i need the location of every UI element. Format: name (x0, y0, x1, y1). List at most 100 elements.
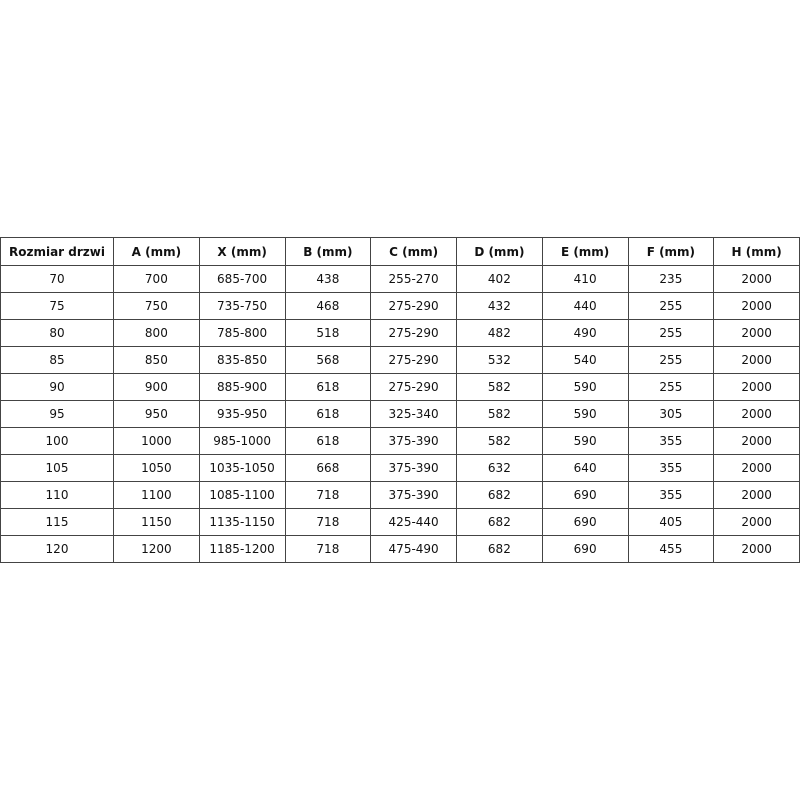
table-cell: 690 (541, 535, 629, 563)
table-cell: 690 (541, 481, 629, 509)
table-cell: 2000 (713, 265, 800, 293)
table-cell: 305 (627, 400, 715, 428)
table-cell: 80 (0, 319, 114, 347)
table-header-row: Rozmiar drzwi A (mm) X (mm) B (mm) C (mm) D (… (0, 237, 800, 266)
dimensions-table: Rozmiar drzwi A (mm) X (mm) B (mm) C (mm) D (… (0, 237, 800, 563)
table-cell: 800 (113, 319, 200, 347)
table-cell: 375-390 (370, 481, 457, 509)
table-cell: 682 (456, 508, 543, 536)
table-cell: 582 (456, 373, 543, 401)
table-cell: 1200 (113, 535, 200, 563)
table-cell: 432 (456, 292, 543, 320)
table-cell: 2000 (713, 481, 800, 509)
table-cell: 2000 (713, 400, 800, 428)
table-cell: 255-270 (370, 265, 457, 293)
table-cell: 120 (0, 535, 114, 563)
table-cell: 540 (541, 346, 629, 374)
table-cell: 835-850 (198, 346, 286, 374)
table-cell: 640 (541, 454, 629, 482)
table-cell: 255 (627, 319, 715, 347)
table-cell: 735-750 (198, 292, 286, 320)
table-cell: 590 (541, 373, 629, 401)
table-cell: 885-900 (198, 373, 286, 401)
table-cell: 402 (456, 265, 543, 293)
column-header: E (mm) (541, 237, 629, 266)
table-cell: 718 (284, 481, 372, 509)
table-cell: 275-290 (370, 346, 457, 374)
table-cell: 1050 (113, 454, 200, 482)
column-header: F (mm) (627, 237, 715, 266)
table-row: 110 1100 1085-1100 718 375-390 682 690 355 2000 (0, 481, 800, 509)
table-cell: 275-290 (370, 319, 457, 347)
table-cell: 438 (284, 265, 372, 293)
table-row: 95 950 935-950 618 325-340 582 590 305 2000 (0, 400, 800, 428)
table-cell: 985-1000 (198, 427, 286, 455)
table-cell: 690 (541, 508, 629, 536)
table-cell: 700 (113, 265, 200, 293)
table-cell: 2000 (713, 535, 800, 563)
table-cell: 685-700 (198, 265, 286, 293)
table-cell: 355 (627, 427, 715, 455)
table-cell: 85 (0, 346, 114, 374)
table-row: 80 800 785-800 518 275-290 482 490 255 2000 (0, 319, 800, 347)
column-header: A (mm) (113, 237, 200, 266)
table-cell: 935-950 (198, 400, 286, 428)
table-cell: 1150 (113, 508, 200, 536)
table-cell: 1135-1150 (198, 508, 286, 536)
table-cell: 75 (0, 292, 114, 320)
table-cell: 682 (456, 481, 543, 509)
table-cell: 100 (0, 427, 114, 455)
table-cell: 375-390 (370, 454, 457, 482)
table-cell: 590 (541, 427, 629, 455)
table-cell: 95 (0, 400, 114, 428)
table-cell: 785-800 (198, 319, 286, 347)
table-cell: 950 (113, 400, 200, 428)
table-cell: 718 (284, 508, 372, 536)
table-cell: 1085-1100 (198, 481, 286, 509)
table-cell: 2000 (713, 508, 800, 536)
table-cell: 275-290 (370, 292, 457, 320)
table-row: 100 1000 985-1000 618 375-390 582 590 355 2000 (0, 427, 800, 455)
table-cell: 1000 (113, 427, 200, 455)
table-cell: 668 (284, 454, 372, 482)
table-cell: 255 (627, 346, 715, 374)
column-header: B (mm) (284, 237, 372, 266)
table-cell: 2000 (713, 427, 800, 455)
table-cell: 275-290 (370, 373, 457, 401)
table-cell: 618 (284, 400, 372, 428)
table-cell: 582 (456, 400, 543, 428)
table-cell: 532 (456, 346, 543, 374)
table-cell: 2000 (713, 292, 800, 320)
table-cell: 618 (284, 373, 372, 401)
table-cell: 375-390 (370, 427, 457, 455)
table-cell: 425-440 (370, 508, 457, 536)
table-cell: 850 (113, 346, 200, 374)
table-cell: 900 (113, 373, 200, 401)
table-cell: 105 (0, 454, 114, 482)
column-header: D (mm) (456, 237, 543, 266)
column-header: X (mm) (198, 237, 286, 266)
table-cell: 355 (627, 481, 715, 509)
table-cell: 90 (0, 373, 114, 401)
table-cell: 618 (284, 427, 372, 455)
table-cell: 440 (541, 292, 629, 320)
table-cell: 410 (541, 265, 629, 293)
table-row: 120 1200 1185-1200 718 475-490 682 690 455 2000 (0, 535, 800, 563)
table-cell: 1185-1200 (198, 535, 286, 563)
table-cell: 255 (627, 373, 715, 401)
table-cell: 110 (0, 481, 114, 509)
table-cell: 590 (541, 400, 629, 428)
table-row: 90 900 885-900 618 275-290 582 590 255 2000 (0, 373, 800, 401)
table-cell: 1035-1050 (198, 454, 286, 482)
table-cell: 405 (627, 508, 715, 536)
table-cell: 750 (113, 292, 200, 320)
table-cell: 115 (0, 508, 114, 536)
table-cell: 70 (0, 265, 114, 293)
table-cell: 2000 (713, 454, 800, 482)
column-header: Rozmiar drzwi (0, 237, 114, 266)
table-cell: 235 (627, 265, 715, 293)
table-row: 75 750 735-750 468 275-290 432 440 255 2000 (0, 292, 800, 320)
table-cell: 568 (284, 346, 372, 374)
column-header: H (mm) (713, 237, 800, 266)
table-cell: 2000 (713, 319, 800, 347)
